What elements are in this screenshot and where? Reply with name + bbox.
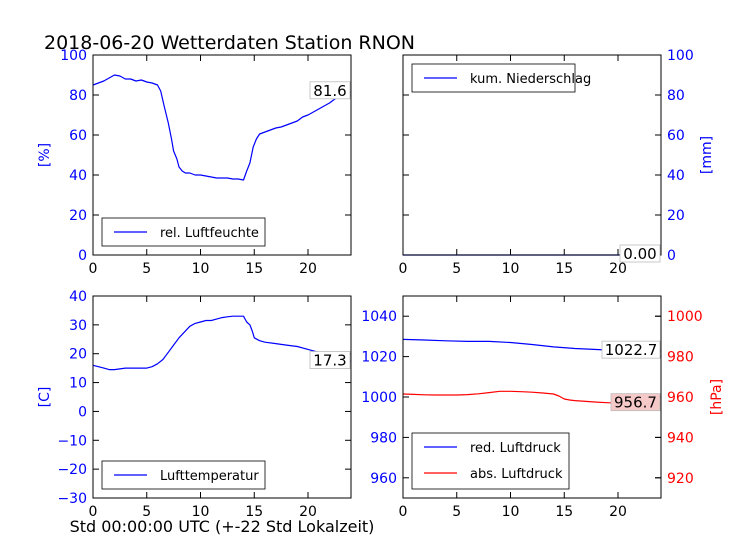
y-tick-label: 30: [69, 318, 87, 334]
legend-entry: red. Luftdruck: [470, 441, 561, 456]
y-tick-label: 100: [60, 48, 87, 64]
x-tick-label: 10: [192, 504, 210, 520]
y-axis-label: [mm]: [699, 136, 715, 174]
y-axis-label: [C]: [37, 387, 53, 408]
y-tick-label: 0: [78, 404, 87, 420]
y-tick-label: 1040: [361, 309, 397, 325]
x-tick-label: 0: [89, 504, 98, 520]
panel-bottom-right: 0 5 10 15 20 960 980 1000 1020 1040 920 940 960 980 10…: [361, 295, 725, 520]
plot-frame: [402, 295, 662, 499]
y-tick-label: 0: [78, 248, 87, 264]
y-tick-label: 40: [69, 289, 87, 305]
panel-top-left: 0 5 10 15 20 0 20 40 60 80 100 [%] 81.6 rel. Luftfeuc…: [37, 48, 352, 277]
series-line-1: [92, 74, 352, 181]
legend-entry: abs. Luftdruck: [470, 467, 563, 482]
y-tick-label: −10: [57, 433, 87, 449]
y-tick-label: 80: [69, 88, 87, 104]
x-tick-label: 5: [452, 504, 461, 520]
y-tick-label: 60: [69, 128, 87, 144]
y-tick-label: 40: [667, 168, 685, 184]
y-tick-label: 100: [667, 48, 694, 64]
y-tick-label: 1020: [361, 350, 397, 366]
x-tick-label: 20: [609, 504, 627, 520]
series-line-1: [92, 315, 352, 371]
figure-title: 2018-06-20 Wetterdaten Station RNON: [44, 32, 415, 54]
y-axis-label: [%]: [37, 143, 53, 167]
y-tick-label: 20: [667, 208, 685, 224]
y-tick-label: 20: [69, 208, 87, 224]
x-axis-caption: Std 00:00:00 UTC (+-22 Std Lokalzeit): [70, 517, 375, 536]
legend-box: [411, 432, 570, 490]
x-tick-label: 10: [502, 261, 520, 277]
value-label: 17.3: [313, 352, 346, 370]
legend-entry: kum. Niederschlag: [470, 72, 591, 87]
y-tick-label: 0: [667, 248, 676, 264]
value-label-box: [619, 244, 661, 263]
y-right-tick-label: 960: [667, 390, 694, 406]
y-right-tick-label: 1000: [667, 309, 703, 325]
x-tick-label: 20: [609, 261, 627, 277]
y-tick-label: 80: [667, 88, 685, 104]
x-tick-label: 10: [502, 504, 520, 520]
value-label: 1022.7: [605, 341, 658, 359]
x-tick-label: 15: [555, 504, 573, 520]
x-tick-label: 0: [399, 504, 408, 520]
y-right-tick-label: 940: [667, 430, 694, 446]
y-right-tick-label: 980: [667, 350, 694, 366]
value-label: 0.00: [623, 245, 656, 263]
x-tick-label: 0: [399, 261, 408, 277]
x-tick-label: 0: [89, 261, 98, 277]
value-label: 81.6: [313, 82, 346, 100]
x-tick-label: 20: [299, 261, 317, 277]
legend-entry: rel. Luftfeuchte: [160, 226, 259, 241]
value-label-box: [309, 351, 351, 369]
x-tick-label: 5: [142, 261, 151, 277]
plot-frame: [92, 295, 352, 499]
y-right-axis-label: [hPa]: [709, 379, 725, 415]
x-tick-label: 10: [192, 261, 210, 277]
y-tick-label: 960: [370, 471, 397, 487]
plot-frame: [92, 54, 352, 256]
x-tick-label: 15: [555, 261, 573, 277]
y-tick-label: 20: [69, 347, 87, 363]
x-tick-label: 20: [299, 504, 317, 520]
plot-frame: [402, 54, 662, 256]
panel-top-right: 0 5 10 15 20 0 20 40 60 80 100 [mm] 0.00 kum. Nieders…: [399, 48, 715, 277]
legend-box: [101, 217, 266, 247]
y-tick-label: 40: [69, 168, 87, 184]
panel-bottom-left: 0 5 10 15 20 −30 −20 −10 0 10 20 30 40 [C] 17.3 Lufttem…: [37, 289, 352, 520]
y-tick-label: 980: [370, 430, 397, 446]
value-label-box: [610, 393, 661, 412]
y-tick-label: −20: [57, 462, 87, 478]
y-tick-label: 60: [667, 128, 685, 144]
x-tick-label: 15: [245, 504, 263, 520]
x-tick-label: 15: [245, 261, 263, 277]
x-tick-label: 5: [142, 504, 151, 520]
value-label-box: [309, 81, 351, 100]
value-label: 956.7: [614, 394, 657, 412]
legend-entry: Lufttemperatur: [160, 469, 259, 484]
y-right-tick-label: 920: [667, 471, 694, 487]
y-tick-label: 10: [69, 376, 87, 392]
x-tick-label: 5: [452, 261, 461, 277]
value-label-box: [601, 340, 661, 359]
y-tick-label: −30: [57, 491, 87, 507]
y-tick-label: 1000: [361, 390, 397, 406]
